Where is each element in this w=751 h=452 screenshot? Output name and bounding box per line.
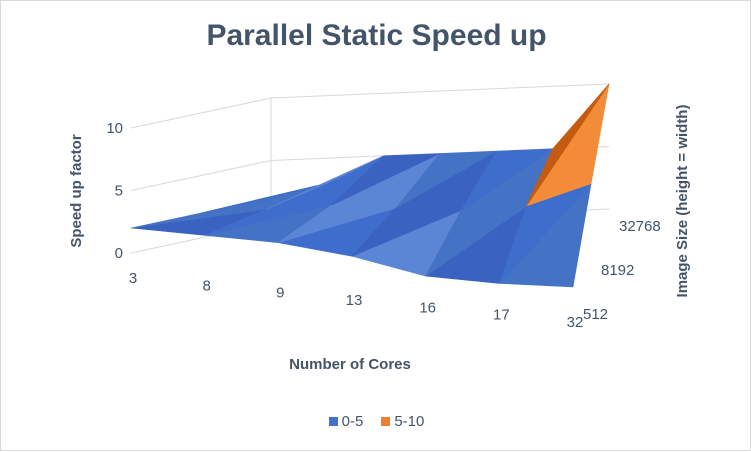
surface-facet-19 bbox=[351, 207, 462, 257]
surface-facet-11 bbox=[525, 83, 610, 208]
x-tick-label: 32 bbox=[567, 314, 584, 331]
legend-swatch-blue bbox=[328, 417, 338, 426]
x-tick-label: 8 bbox=[202, 277, 210, 294]
surface-facet-7 bbox=[395, 150, 497, 209]
gridline-10 bbox=[130, 83, 610, 129]
tick-labels: 3 8 9 13 16 17 32 512 8192 32768 0 5 10 bbox=[106, 120, 660, 331]
z-axis-title: Image Size (height = width) bbox=[674, 105, 691, 298]
surface-facet-13 bbox=[130, 208, 267, 229]
surface-facet-23 bbox=[499, 183, 592, 284]
x-axis-title: Number of Cores bbox=[289, 356, 411, 373]
legend: 0-5 5-10 bbox=[1, 413, 751, 430]
legend-item-0-5: 0-5 bbox=[328, 413, 364, 430]
y-tick-label: 0 bbox=[115, 245, 123, 262]
surface-facet-3 bbox=[265, 155, 384, 210]
legend-swatch-orange bbox=[381, 417, 391, 426]
x-tick-label: 13 bbox=[346, 292, 363, 309]
z-tick-label: 8192 bbox=[601, 262, 634, 279]
surface-facet-17 bbox=[278, 205, 397, 243]
x-tick-label: 3 bbox=[129, 270, 137, 287]
legend-label: 5-10 bbox=[394, 413, 425, 430]
surface bbox=[130, 83, 610, 288]
y-tick-label: 10 bbox=[106, 120, 123, 137]
surface-facet-9 bbox=[460, 148, 553, 211]
surface-facet-15 bbox=[204, 205, 332, 236]
legend-label: 0-5 bbox=[341, 413, 364, 430]
z-tick-label: 512 bbox=[583, 306, 608, 323]
x-tick-label: 17 bbox=[493, 307, 510, 324]
x-tick-label: 9 bbox=[276, 285, 284, 302]
x-tick-label: 16 bbox=[419, 299, 436, 316]
z-tick-label: 32768 bbox=[619, 218, 661, 235]
y-tick-label: 5 bbox=[115, 183, 123, 200]
chart-title: Parallel Static Speed up bbox=[206, 19, 547, 52]
y-axis-title: Speed up factor bbox=[68, 134, 85, 248]
surface-facet-1 bbox=[200, 182, 328, 214]
surface-facet-5 bbox=[330, 153, 441, 206]
surface-facet-21 bbox=[425, 206, 527, 277]
legend-item-5-10: 5-10 bbox=[381, 413, 424, 430]
